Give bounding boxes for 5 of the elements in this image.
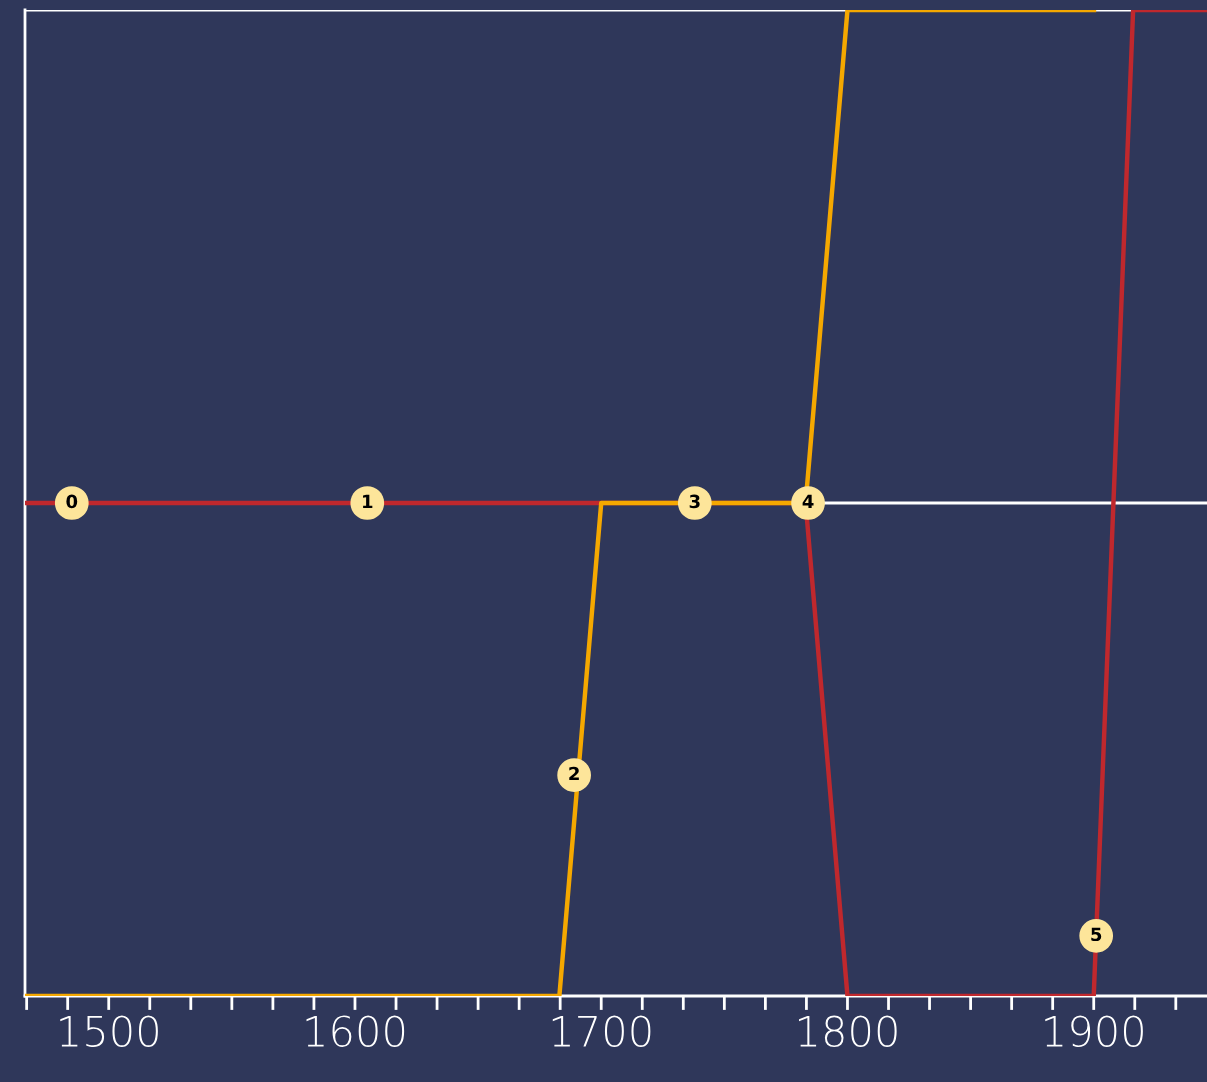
x-tick-label: 1700 (552, 1015, 651, 1048)
x-tick-label: 1800 (799, 1015, 897, 1048)
x-tick-label: 1900 (1045, 1015, 1143, 1048)
x-tick-label: 1600 (306, 1015, 405, 1048)
x-tick-label: 1500 (60, 1015, 158, 1048)
